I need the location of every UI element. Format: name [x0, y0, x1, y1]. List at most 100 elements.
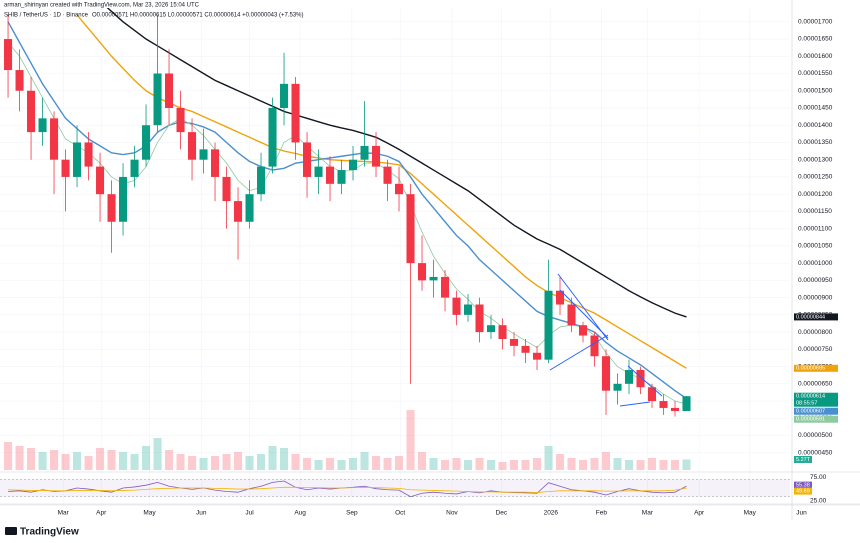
candle-body [257, 166, 266, 195]
x-tick-label: May [143, 510, 156, 517]
rsi-line [8, 486, 687, 493]
rsi-value-box [794, 487, 812, 495]
candle-body [463, 304, 473, 315]
volume-bar [199, 458, 208, 470]
candle-body [417, 263, 427, 281]
candle-body [50, 118, 59, 160]
logo-mark [5, 527, 17, 535]
y-tick-label: 0.00001000 [798, 260, 833, 267]
volume-bar [61, 454, 70, 470]
y-tick-label: 0.00001300 [798, 156, 833, 163]
candle-body [532, 352, 542, 360]
volume-bar [440, 460, 450, 470]
candle-body [360, 145, 369, 160]
axes: Mar Apr May Jun Jul Aug Sep Oct Nov Dec 2026 Feb Mar… [58, 19, 838, 517]
candle-body [142, 125, 151, 160]
candle-body [406, 194, 415, 264]
y-tick-label: 0.00001150 [798, 208, 832, 215]
candle-body [38, 118, 47, 133]
volume-bar [27, 448, 36, 470]
candle-body [268, 107, 277, 167]
credit: arman_shirinyan created with TradingView… [4, 3, 200, 9]
volume-pane [4, 410, 691, 470]
volume-bar [291, 454, 300, 470]
candle-body [4, 39, 13, 71]
candle-body [601, 356, 611, 391]
y-tick-label: 0.00001450 [798, 105, 833, 112]
volume-bar [96, 448, 105, 470]
candle-body [73, 142, 82, 177]
x-tick-label: Aug [294, 510, 306, 517]
candle-body [234, 201, 243, 222]
volume-bar [590, 458, 599, 470]
volume-bar [567, 458, 576, 470]
last-value-label: 0.00000844 [796, 314, 825, 320]
candle-body [475, 304, 484, 333]
x-tick-label: May [744, 510, 757, 517]
candle-body [314, 166, 323, 177]
volume-bar [130, 454, 139, 470]
volume-bar [15, 446, 24, 470]
volume-bar [38, 452, 47, 470]
volume-bar [349, 458, 358, 470]
volume-bar [429, 458, 438, 470]
trend-line [627, 365, 663, 397]
candle-body [578, 325, 588, 336]
volume-bar [234, 452, 243, 470]
volume-bar [532, 458, 542, 470]
y-tick-label: 0.00001050 [798, 243, 833, 250]
candle-body [211, 149, 220, 177]
countdown: 08:55:57 [796, 401, 817, 407]
volume-bar [84, 456, 93, 470]
volume-bar [624, 460, 634, 470]
y-tick-label: 0.00001400 [798, 122, 833, 129]
y-tick-label: 0.00000900 [798, 294, 833, 301]
candle-body [107, 194, 116, 222]
ohlc-legend: O0.00000571 H0.00000615 L0.00000571 C0.0… [92, 13, 304, 19]
candle-body [349, 159, 358, 171]
volume-bar [314, 460, 323, 470]
candle-body [303, 142, 312, 177]
grid [0, 8, 790, 505]
y-tick-label: 0.00001500 [798, 87, 833, 94]
candle-body [188, 132, 197, 160]
logo-text: TradingView [20, 527, 79, 538]
volume-bar [4, 442, 13, 470]
candle-body [372, 145, 381, 167]
last-value-label: 0.00000695 [796, 366, 825, 372]
candle-body [291, 83, 300, 143]
candle-body [567, 304, 576, 326]
candle-body [27, 90, 36, 133]
volume-bar [406, 410, 415, 470]
volume-bar [636, 460, 645, 470]
y-tick-label: 0.00000500 [798, 432, 833, 439]
candle-body [119, 176, 128, 222]
y-tick-label: 0.00001600 [798, 53, 833, 60]
candle-body [624, 370, 634, 384]
volume-bar [107, 450, 116, 470]
volume-bar [613, 458, 622, 470]
volume-bar [486, 460, 496, 470]
volume-bar [670, 460, 680, 470]
candle-body [647, 387, 657, 402]
x-tick-label: Jun [796, 510, 807, 517]
y-tick-label: 0.00001550 [798, 70, 833, 77]
volume-bar [280, 448, 289, 470]
candle-body [176, 107, 185, 133]
logo: TradingView [5, 527, 79, 538]
y-tick-label: 0.00000800 [798, 329, 833, 336]
candle-body [337, 170, 346, 184]
volume-bar [383, 458, 392, 470]
volume-bar [222, 454, 231, 470]
candle-body [15, 70, 24, 91]
x-tick-label: Feb [596, 510, 608, 517]
last-value-label: 0.00000591 [796, 417, 825, 423]
candle-body [61, 159, 70, 177]
x-tick-label: Nov [446, 510, 458, 517]
candle-body [498, 325, 507, 339]
moving-average [106, 8, 687, 318]
volume-bar [211, 456, 220, 470]
x-tick-label: Jun [196, 510, 207, 517]
volume-bar [360, 452, 369, 470]
rsi-tick-label: 25.00 [810, 497, 827, 504]
